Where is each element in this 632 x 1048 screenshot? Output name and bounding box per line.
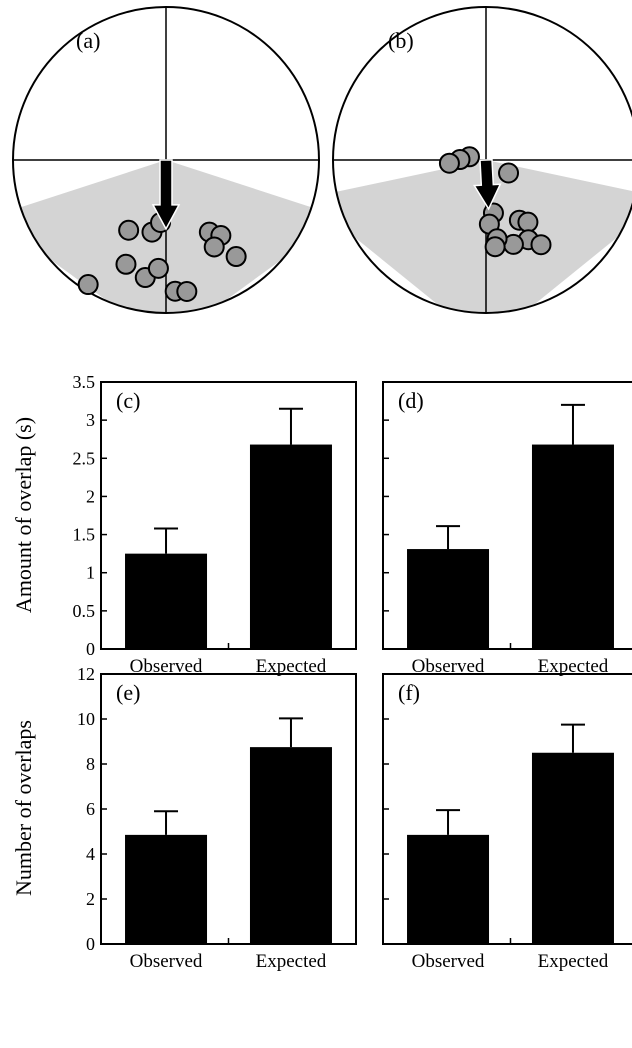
data-point	[77, 274, 99, 296]
data-point	[484, 236, 506, 258]
bar-panel-c: (c) 0 0.5 1 1.5 2 2.5 3 3.5 Observed Expected	[73, 372, 357, 677]
bar	[407, 834, 490, 944]
y-tick-label: 4	[86, 844, 95, 864]
bar	[249, 444, 332, 649]
bar	[531, 752, 614, 944]
y-tick-label: 3	[86, 410, 95, 430]
y-tick-label: 0	[86, 639, 95, 659]
bar-panel-e: (e) 0 2 4 6 8 10 12 Observed Expected	[77, 664, 357, 972]
y-tick-label: 1	[86, 563, 95, 583]
bar-panel-f: (f) Observed Expected	[382, 673, 632, 972]
data-point	[118, 219, 140, 241]
panel-label-d: (d)	[398, 388, 424, 413]
x-category-label: Expected	[538, 951, 609, 972]
y-tick-label: 2	[86, 486, 95, 506]
panel-label-c: (c)	[116, 388, 140, 413]
x-category-label: Observed	[412, 656, 485, 677]
y-tick-label: 2	[86, 889, 95, 909]
y-tick-label: 6	[86, 799, 95, 819]
x-category-label: Expected	[538, 656, 609, 677]
bar	[531, 444, 614, 649]
data-point	[225, 246, 247, 268]
circular-plot-a: (a)	[12, 6, 320, 314]
mean-vector-arrow	[151, 159, 181, 231]
bar	[249, 747, 332, 944]
shaded-sector	[333, 160, 632, 313]
y-tick-label: 0	[86, 934, 95, 954]
ylabel-overlap-amount: Amount of overlap (s)	[11, 417, 36, 613]
bar	[407, 549, 490, 649]
circular-plot-b: (b)	[332, 6, 632, 314]
x-category-label: Observed	[130, 951, 203, 972]
data-point	[115, 253, 137, 275]
panel-label-e: (e)	[116, 680, 140, 705]
panel-label-b: (b)	[388, 28, 414, 53]
x-category-label: Observed	[130, 656, 203, 677]
data-point	[203, 236, 225, 258]
data-point	[147, 257, 169, 279]
y-tick-label: 12	[77, 664, 95, 684]
data-point	[176, 280, 198, 302]
bar	[125, 834, 208, 944]
y-tick-label: 3.5	[73, 372, 96, 392]
ylabel-overlap-count: Number of overlaps	[11, 720, 36, 896]
y-tick-label: 1.5	[73, 525, 96, 545]
data-point	[517, 211, 539, 233]
y-tick-label: 2.5	[73, 448, 96, 468]
x-category-label: Expected	[256, 656, 327, 677]
y-tick-label: 10	[77, 709, 95, 729]
bar	[125, 553, 208, 649]
y-tick-label: 0.5	[73, 601, 96, 621]
y-tick-label: 8	[86, 754, 95, 774]
data-point	[498, 162, 520, 184]
x-category-label: Expected	[256, 951, 327, 972]
mean-vector-arrow	[473, 158, 502, 211]
bar-panel-d: (d) Observed Expected	[382, 381, 632, 677]
panel-label-f: (f)	[398, 680, 420, 705]
panel-label-a: (a)	[76, 28, 100, 53]
data-point	[530, 234, 552, 256]
x-category-label: Observed	[412, 951, 485, 972]
data-point	[438, 152, 460, 174]
